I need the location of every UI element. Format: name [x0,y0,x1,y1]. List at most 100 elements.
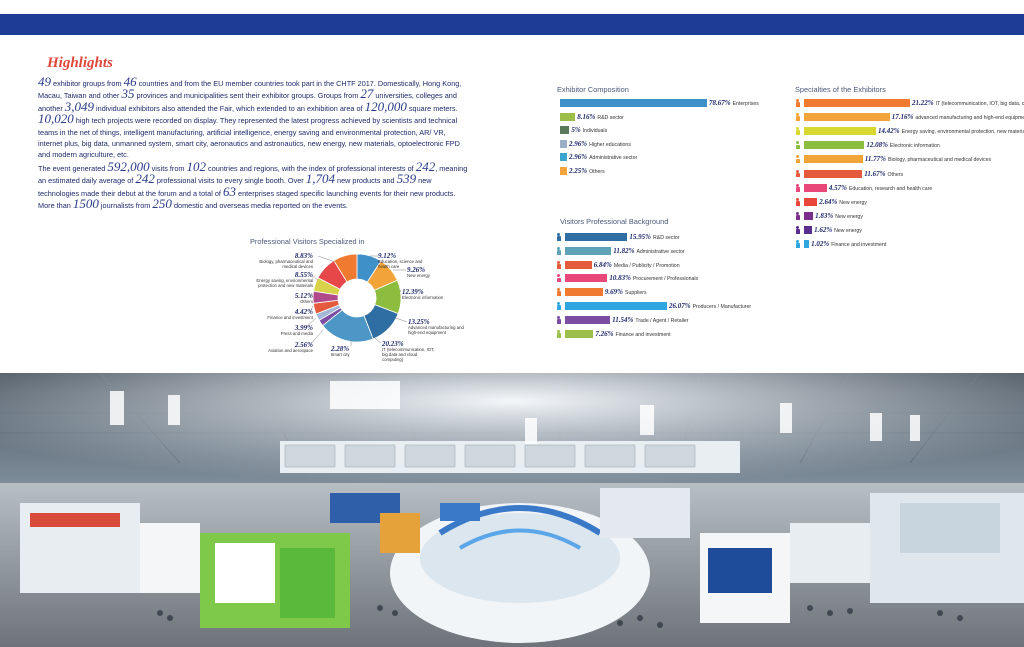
bar-row: 1.62% New energy [795,225,1024,235]
donut-slice-text: Advanced manufacturing and high-end equi… [408,325,464,335]
bar-label: 2.96% Administrative sector [569,152,637,163]
highlight-number: 27 [360,86,374,102]
donut-leader-line [371,335,382,344]
donut-slice-label: 9.12% Education, science and health care [378,252,434,270]
bar-value: 1.62% [814,225,833,234]
bar-value: 21.22% [912,99,934,107]
donut-slice-value: 8.83% [294,252,313,260]
highlight-text: The event generated [38,164,108,173]
highlight-text: square meters. [406,103,458,113]
donut-slice-text: New energy [407,273,430,278]
bar-value: 4.57% [828,183,847,192]
bar-category: Energy saving, environmental protection,… [901,129,1024,136]
person-icon [556,315,561,324]
donut-slice-value: 2.56% [294,341,313,349]
bar-label: 9.69% Suppliers [605,287,647,298]
donut-slice-value: 5.12% [294,292,313,300]
person-icon [795,225,800,234]
bar-row: 21.22% IT (telecommunication, IOT, big da… [795,98,1024,108]
exhibition-hall-photo [0,373,1024,647]
person-icon [795,127,800,136]
exhibitor-composition-title: Exhibitor Composition [557,85,629,94]
bar-label: 1.02% Finance and investment [811,239,886,250]
bar [560,112,576,121]
bar-label: 2.25% Others [569,166,605,177]
person-icon [556,288,561,297]
bar [804,141,865,150]
donut-slice-value: 4.42% [294,308,313,316]
highlight-text: individual exhibitors also attended the … [94,103,365,113]
bar-value: 17.16% [891,113,914,122]
top-banner [0,14,1024,35]
highlight-text: enterprises staged specific launching ev… [38,188,456,211]
bar-value: 11.54% [612,315,634,324]
bar-category: Others [589,169,605,175]
donut-leader-line [317,255,336,263]
bar [565,233,628,241]
person-icon [556,260,561,269]
bar-row: 10.83% Procurement / Professionals [556,273,838,283]
highlight-text: professional visits to every single boot… [154,176,306,186]
highlight-text: countries and regions, with the index of… [206,164,416,173]
bar-row: 78.67% Enterprises [560,98,887,108]
highlight-number: 102 [186,159,207,174]
person-icon [795,99,800,107]
highlight-text: high tech projects were recorded on disp… [38,116,460,160]
donut-slice-value: 13.25% [408,318,430,326]
bar-value: 1.02% [811,240,830,248]
highlights-heading: Highlights [47,55,113,71]
donut-slice-label: 9.26% New energy [407,266,463,279]
highlight-number: 539 [396,171,417,187]
bar-category: Higher educations [589,141,631,148]
person-icon [556,274,561,283]
bar-category: Education, research and health care [848,185,933,192]
bar [565,315,611,324]
bar-row: 15.95% R&D sector [556,232,838,242]
bar-value: 26.07% [669,302,691,310]
highlight-text: countries and from the EU member countri… [38,79,462,101]
highlights-paragraph-2: The event generated 592,000 visits from … [38,159,470,212]
visitors-background-title: Visitors Professional Background [560,217,669,226]
bar-category: Biology, pharmaceutical and medical devi… [887,157,992,164]
donut-slice-text: Finance and investment [267,315,313,320]
bar-value: 5% [571,126,581,135]
bar-row: 7.26% Finance and investment [556,329,838,339]
bar-category: Media / Publicity / Promotion [613,262,680,269]
bar-label: 26.07% Producers / Manufacturer [669,301,751,312]
donut-slice-text: Electronic information [402,295,444,300]
bar-row: 1.83% New energy [795,211,1024,221]
highlight-number: 1,704 [305,171,335,187]
bar-label: 2.64% New energy [819,197,867,208]
highlight-number: 10,020 [38,111,74,127]
donut-slice-label: 3.99% Press and media [251,324,313,337]
highlight-text: , meaning an estimated daily average of [38,164,468,186]
highlight-number: 242 [135,171,155,187]
highlight-text: domestic and overseas media reported on … [171,201,348,211]
donut-slice-label: 13.25% Advanced manufacturing and high-en… [408,318,464,336]
bar-category: Others [887,171,904,178]
bar-category: New energy [839,199,867,206]
bar-category: R&D sector [652,235,680,241]
donut-slice-value: 3.99% [294,324,313,332]
bar [565,274,608,283]
donut-slice-value: 9.26% [407,266,426,274]
bar-category: Administrative sector [589,155,638,162]
donut-slice-label: 2.28% Smart city [320,345,360,358]
highlight-number: 120,000 [364,98,407,114]
bar [560,99,707,107]
bar-category: R&D sector [597,114,624,121]
professional-visitors-donut-chart [304,253,408,346]
bar-row: 26.07% Producers / Manufacturer [556,301,838,311]
donut-slice-value: 12.39% [402,288,424,296]
bar [804,197,818,206]
bar [804,240,810,248]
person-icon [795,183,800,192]
donut-slice-text: IT (telecommunication, IOT, big data and… [382,347,435,362]
person-icon [795,240,800,248]
donut-slice-value: 2.28% [330,345,350,353]
highlight-text: new technologies made their debut at the… [38,176,432,198]
bar-label: 10.83% Procurement / Professionals [609,273,698,284]
bar-label: 11.67% Others [864,169,903,180]
bar-row: 11.54% Trade / Agent / Retailer [556,315,838,325]
bar-row: 9.69% Suppliers [556,287,838,297]
